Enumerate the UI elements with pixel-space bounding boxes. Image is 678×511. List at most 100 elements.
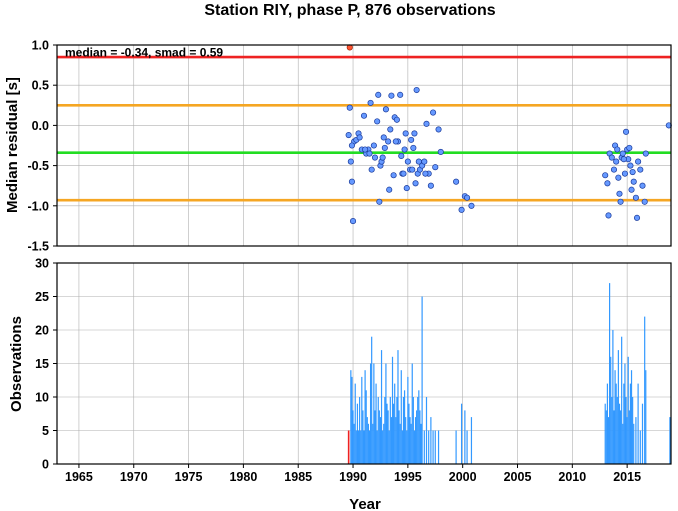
- observation-bar: [375, 383, 377, 464]
- observation-bar: [437, 430, 440, 464]
- residual-plot-frame: [56, 44, 672, 247]
- observation-bar: [460, 403, 463, 464]
- residual-point: [430, 109, 437, 116]
- observation-bar: [423, 430, 425, 464]
- observation-bar: [401, 430, 403, 464]
- observation-bar: [382, 430, 384, 464]
- residual-point: [386, 186, 393, 193]
- observation-bar: [350, 370, 352, 464]
- residual-panel: median = -0.34, smad = 0.59 1.0 0.5 0.0 -0.…: [4, 39, 672, 254]
- observation-bar: [639, 430, 641, 464]
- observation-bar: [622, 423, 624, 464]
- residual-point: [387, 126, 394, 133]
- observation-bar: [619, 410, 622, 464]
- y-tick-label: -0.5: [27, 159, 49, 173]
- residual-point: [392, 138, 399, 145]
- observation-bar: [356, 403, 359, 464]
- residual-point: [468, 202, 475, 209]
- observation-bar: [393, 403, 395, 464]
- residual-plot-area: [57, 45, 671, 246]
- residual-point: [404, 158, 411, 165]
- residual-point: [382, 106, 389, 113]
- residual-point: [374, 118, 381, 125]
- observation-bar: [357, 430, 360, 464]
- observation-bar: [387, 410, 389, 464]
- residual-point: [390, 172, 397, 179]
- y-tick-label: 1.0: [32, 39, 49, 53]
- observation-bar: [351, 376, 353, 464]
- residual-point: [628, 186, 635, 193]
- y-tick-label: 0.5: [32, 79, 49, 93]
- observation-bar: [625, 397, 627, 464]
- observations-y-axis-label: Observations: [8, 316, 25, 412]
- residual-point: [411, 130, 418, 137]
- observation-bar: [617, 350, 619, 464]
- observation-bar: [428, 430, 430, 464]
- y-tick-label: -1.5: [27, 240, 49, 254]
- residual-point: [375, 91, 382, 98]
- residual-point: [403, 185, 410, 192]
- observation-bar: [417, 397, 419, 464]
- observation-bar: [389, 397, 391, 464]
- observation-bar: [365, 390, 367, 464]
- observation-bar: [669, 417, 671, 464]
- y-tick-label: 10: [35, 391, 49, 405]
- residual-point: [356, 134, 363, 141]
- observation-bar: [360, 430, 362, 464]
- observation-bar: [361, 376, 363, 464]
- observation-bar: [466, 430, 468, 464]
- residual-point: [421, 158, 428, 165]
- residual-point: [422, 170, 429, 177]
- observation-bar: [379, 417, 382, 464]
- residual-point: [453, 178, 460, 185]
- residual-point: [415, 158, 422, 165]
- observation-bar: [376, 430, 378, 464]
- observation-bar: [425, 397, 428, 464]
- residual-point: [371, 154, 379, 161]
- observation-bar: [621, 336, 623, 464]
- observation-bar: [399, 423, 401, 464]
- residual-point: [642, 150, 649, 157]
- observation-bar: [395, 417, 397, 464]
- observation-bar: [604, 403, 606, 464]
- residual-point: [437, 148, 444, 155]
- observation-bar: [390, 417, 393, 464]
- observation-bar: [610, 356, 612, 464]
- residual-point: [360, 112, 368, 119]
- residual-point: [380, 134, 387, 141]
- observation-bar: [352, 410, 354, 464]
- observation-bar: [637, 383, 639, 464]
- observation-bar: [380, 350, 383, 464]
- observation-bar: [410, 423, 412, 464]
- residual-point: [630, 178, 637, 185]
- observations-y-ticks: 30 25 20 15 10 5 0: [35, 257, 57, 472]
- x-tick-label: 2005: [504, 470, 532, 484]
- observation-bar: [394, 383, 396, 464]
- x-tick-label: 1980: [229, 470, 257, 484]
- observation-bar: [413, 430, 416, 464]
- observation-bar: [367, 423, 369, 464]
- observation-bar: [373, 363, 375, 464]
- observation-bar: [455, 430, 457, 464]
- observation-bars: [347, 283, 671, 464]
- observation-bar: [432, 430, 434, 464]
- observation-bar: [405, 417, 407, 464]
- residual-points: [345, 86, 672, 225]
- observation-bar: [420, 423, 422, 464]
- observation-bar: [384, 397, 386, 464]
- observation-bar: [385, 363, 387, 464]
- observation-bar: [607, 417, 610, 464]
- residual-point: [435, 126, 442, 133]
- observation-bar: [614, 370, 616, 464]
- residual-point: [401, 146, 408, 153]
- residual-point: [412, 180, 419, 187]
- observation-bar: [403, 390, 406, 464]
- residual-point: [345, 131, 352, 139]
- residual-point: [397, 91, 404, 98]
- observation-bar: [359, 397, 361, 464]
- observation-bar: [398, 410, 400, 464]
- residual-point: [464, 194, 471, 201]
- observation-bar: [618, 403, 621, 464]
- residual-point: [622, 128, 630, 135]
